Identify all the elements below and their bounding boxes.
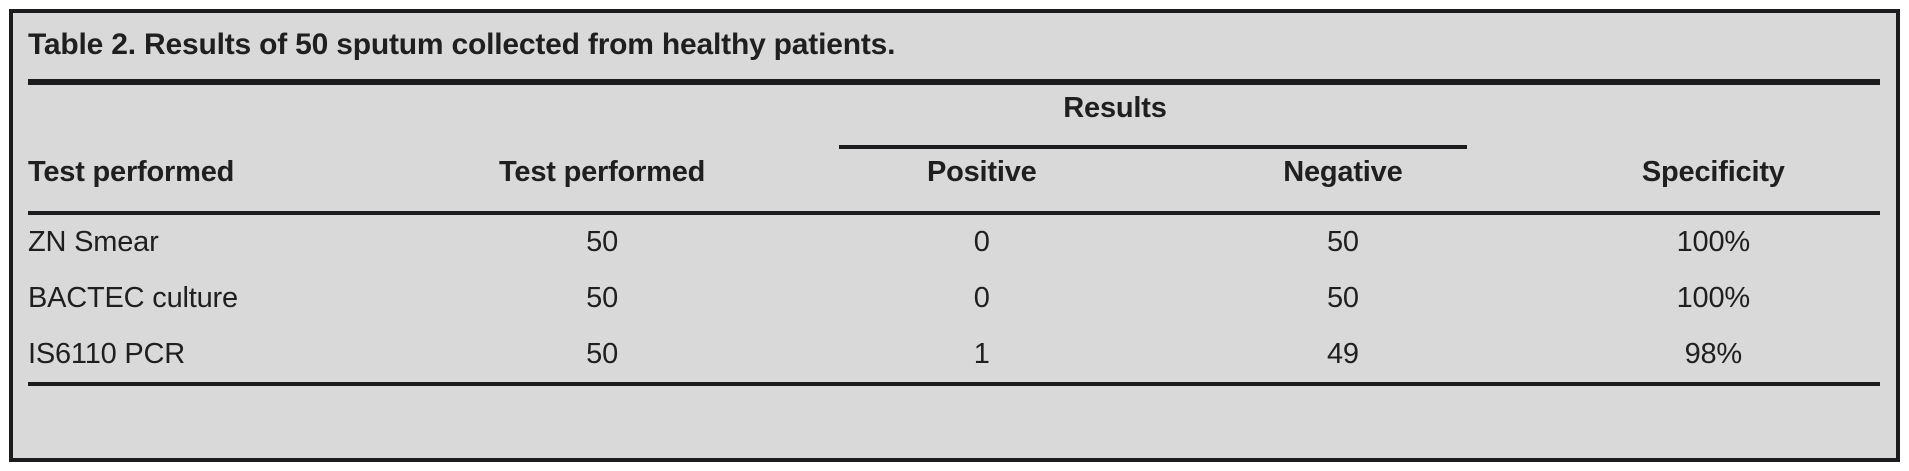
cell-negative: 50 — [1326, 226, 1359, 258]
cell-test-name: IS6110 PCR — [28, 327, 380, 386]
cell-test-name: ZN Smear — [28, 226, 159, 258]
cell-positive: 0 — [973, 226, 990, 258]
cell-negative: 49 — [1139, 327, 1547, 386]
cell-sample-count: 50 — [379, 327, 825, 386]
cell-negative: 50 — [1326, 282, 1359, 314]
column-header-row: Test performed Test performed Positive N… — [28, 149, 1880, 215]
cell-sample-count: 50 — [586, 226, 619, 258]
group-spacer-2 — [380, 85, 824, 149]
table-row-is6110-pcr: IS6110 PCR 50 1 49 98% — [28, 327, 1880, 386]
results-group-cell: Results — [824, 85, 1546, 149]
col-header-test-performed-2: Test performed — [379, 149, 825, 215]
col-header-positive: Positive — [824, 149, 1140, 215]
cell-specificity: 98% — [1546, 327, 1880, 386]
cell-positive: 0 — [973, 282, 990, 314]
table-row-zn-smear: ZN Smear 50 0 50 100% — [28, 213, 1880, 270]
group-header-row: Results — [28, 85, 1880, 149]
cell-specificity: 100% — [1676, 226, 1751, 258]
cell-sample-count: 50 — [586, 282, 619, 314]
results-group-header: Results — [1063, 92, 1167, 124]
table-panel: Table 2. Results of 50 sputum collected … — [9, 9, 1900, 462]
group-spacer-3 — [1547, 85, 1880, 149]
results-table: Results Test performed Test performed Po… — [28, 85, 1880, 386]
results-group-underline: Results — [839, 91, 1467, 149]
table-row-bactec-culture: BACTEC culture 50 0 50 100% — [28, 270, 1880, 327]
col-header-test-performed-1: Test performed — [28, 149, 380, 215]
table-title: Table 2. Results of 50 sputum collected … — [28, 27, 1880, 85]
cell-specificity: 100% — [1676, 282, 1751, 314]
col-header-specificity: Specificity — [1546, 149, 1880, 215]
group-spacer-1 — [28, 85, 380, 149]
cell-test-name: BACTEC culture — [28, 282, 238, 314]
col-header-negative: Negative — [1139, 149, 1547, 215]
cell-positive: 1 — [824, 327, 1140, 386]
